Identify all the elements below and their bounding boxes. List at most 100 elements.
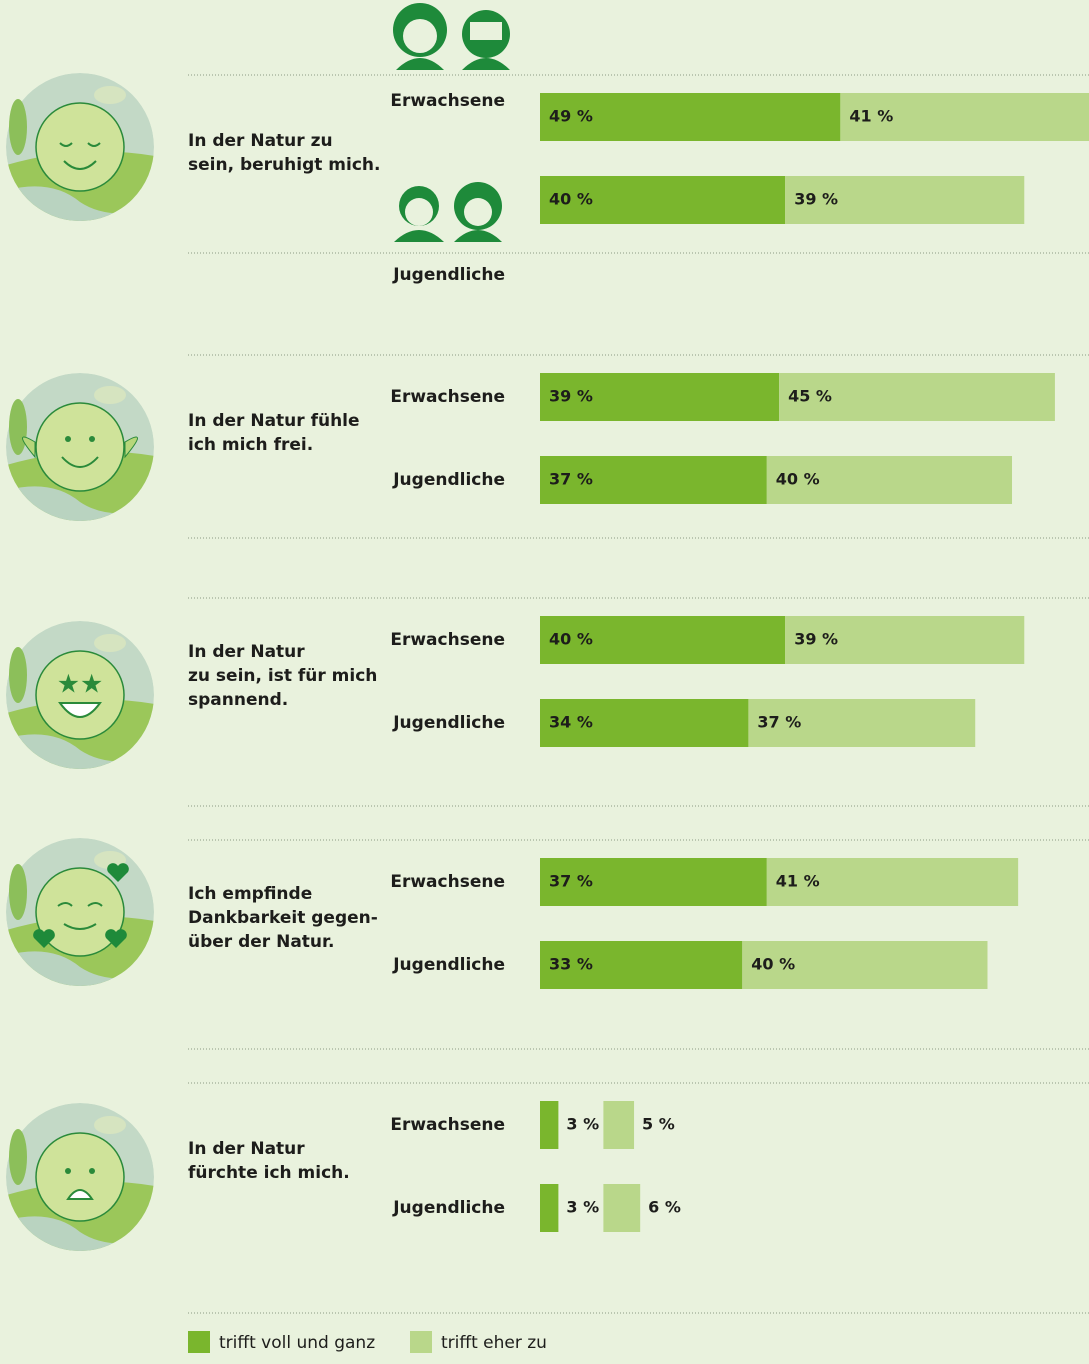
value-label: 37 %	[549, 872, 593, 891]
legend-swatch	[410, 1331, 432, 1353]
bar-segment	[603, 1101, 635, 1149]
bar-segment	[785, 176, 1025, 224]
icon-tree	[9, 399, 27, 455]
icon-cloud	[94, 851, 126, 869]
statement-label: sein, beruhigt mich.	[188, 155, 380, 175]
legend-label: trifft voll und ganz	[219, 1333, 375, 1353]
icon-eye	[65, 1168, 71, 1174]
group-label: Erwachsene	[390, 1115, 505, 1135]
value-label: 39 %	[794, 630, 838, 649]
icon-face	[35, 402, 125, 492]
icon-heart	[33, 929, 55, 948]
value-label: 34 %	[549, 713, 593, 732]
value-label: 37 %	[757, 713, 801, 732]
bar-segment	[785, 616, 1025, 664]
legend-swatch	[188, 1331, 210, 1353]
bar-segment	[766, 858, 1019, 906]
value-label: 37 %	[549, 470, 593, 489]
statement-label: Dankbarkeit gegen-	[188, 908, 378, 928]
value-label: 33 %	[549, 955, 593, 974]
value-label: 41 %	[849, 107, 893, 126]
icon-face	[35, 102, 125, 192]
icon-mouth	[63, 923, 97, 930]
statement-icon	[6, 73, 154, 221]
group-label: Jugendliche	[392, 470, 505, 490]
icon-tree	[9, 1129, 27, 1185]
group-label: Erwachsene	[390, 872, 505, 892]
value-label: 49 %	[549, 107, 593, 126]
group-label: Erwachsene	[390, 91, 505, 111]
bar-segment	[540, 858, 767, 906]
value-label: 3 %	[566, 1198, 599, 1217]
statement-label: fürchte ich mich.	[188, 1163, 350, 1183]
icon-eye	[65, 436, 71, 442]
icon-eye	[59, 142, 101, 147]
icon-heart	[105, 929, 127, 948]
icon-face	[35, 650, 125, 740]
icon-eye: ★★	[57, 670, 104, 700]
value-label: 39 %	[794, 190, 838, 209]
bar-segment	[540, 1101, 559, 1149]
bar-segment	[540, 93, 841, 141]
icon-face	[35, 867, 125, 957]
value-label: 40 %	[751, 955, 795, 974]
teens-icon	[394, 182, 502, 242]
bar-segment	[748, 699, 976, 747]
value-label: 41 %	[776, 872, 820, 891]
statement-icon	[6, 838, 154, 986]
icon-wing	[124, 436, 138, 459]
group-label: Jugendliche	[392, 955, 505, 975]
icon-cloud	[94, 634, 126, 652]
value-label: 3 %	[566, 1115, 599, 1134]
statement-icon	[6, 373, 154, 521]
icon-tree	[9, 864, 27, 920]
icon-mouth	[58, 702, 102, 718]
icon-cloud	[94, 1116, 126, 1134]
icon-eye	[57, 902, 103, 907]
icon-eye	[89, 1168, 95, 1174]
value-label: 40 %	[776, 470, 820, 489]
group-label: Jugendliche	[392, 713, 505, 733]
statement-label: über der Natur.	[188, 932, 334, 952]
icon-tree	[9, 647, 27, 703]
icon-cloud	[94, 86, 126, 104]
statement-icon	[6, 1103, 154, 1251]
icon-tree	[9, 99, 27, 155]
legend-label: trifft eher zu	[441, 1333, 547, 1353]
icon-heart	[107, 863, 129, 882]
statement-icon: ★★	[6, 621, 154, 769]
bar-segment	[540, 373, 780, 421]
bar-segment	[840, 93, 1089, 141]
statement-label: zu sein, ist für mich	[188, 666, 377, 686]
value-label: 45 %	[788, 387, 832, 406]
adults-icon	[393, 3, 510, 70]
bar-segment	[540, 616, 786, 664]
bar-segment	[742, 941, 988, 989]
icon-mouth	[61, 456, 99, 468]
icon-wing	[22, 436, 36, 459]
bar-segment	[540, 699, 749, 747]
icon-cloud	[94, 386, 126, 404]
statement-label: Ich empfinde	[188, 884, 312, 904]
bar-segment	[540, 941, 743, 989]
icon-mouth	[66, 1189, 94, 1200]
statement-label: In der Natur zu	[188, 131, 333, 151]
bar-segment	[540, 456, 767, 504]
statement-label: In der Natur	[188, 1139, 305, 1159]
statement-label: In der Natur	[188, 642, 305, 662]
icon-face	[35, 1132, 125, 1222]
bar-segment	[540, 1184, 559, 1232]
bar-segment	[766, 456, 1013, 504]
value-label: 40 %	[549, 190, 593, 209]
group-label: Erwachsene	[390, 630, 505, 650]
value-label: 6 %	[648, 1198, 681, 1217]
group-label: Jugendliche	[392, 1198, 505, 1218]
value-label: 40 %	[549, 630, 593, 649]
bar-segment	[779, 373, 1055, 421]
statement-label: In der Natur fühle	[188, 411, 360, 431]
icon-eye	[89, 436, 95, 442]
statement-label: spannend.	[188, 690, 288, 710]
value-label: 5 %	[642, 1115, 675, 1134]
bar-segment	[540, 176, 786, 224]
